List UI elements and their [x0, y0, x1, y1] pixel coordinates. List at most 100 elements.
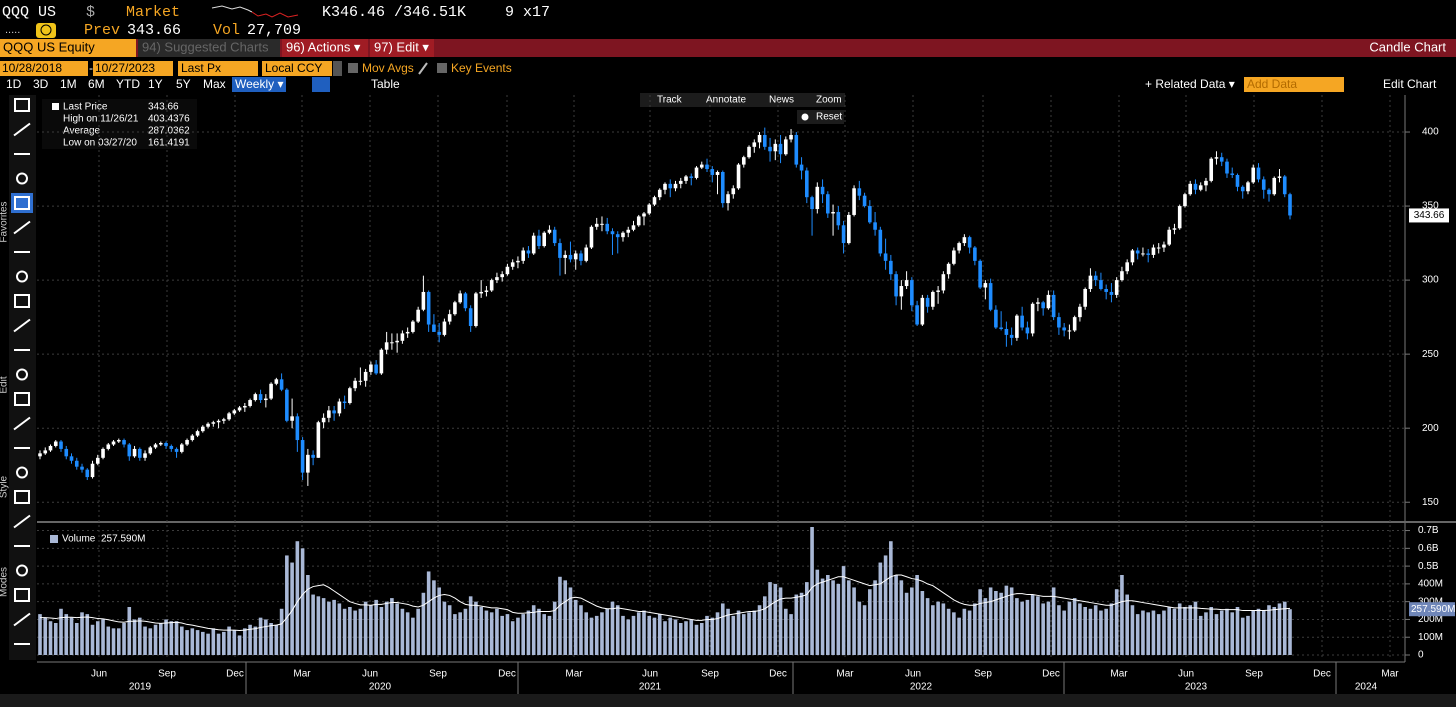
volume-bar [1104, 608, 1108, 655]
candle-body [337, 401, 342, 414]
icon [40, 24, 52, 36]
tool-icon[interactable] [16, 172, 28, 185]
volume-bar [615, 605, 620, 655]
input[interactable] [1244, 77, 1344, 92]
volume-bar [474, 601, 478, 655]
period[interactable]: 1D [6, 77, 22, 91]
tool-icon[interactable] [13, 612, 31, 627]
candle-body [694, 167, 699, 178]
tool-icon[interactable] [14, 392, 30, 406]
candle-body [552, 229, 557, 244]
y-tick-label: 200M [1418, 614, 1443, 625]
tool-icon[interactable] [16, 368, 28, 381]
candle-body [148, 447, 153, 454]
checkbox[interactable] [437, 63, 447, 73]
candle-body [353, 380, 357, 389]
volume-bar [1246, 615, 1250, 655]
tool[interactable]: Annotate [706, 95, 746, 106]
input[interactable] [0, 61, 88, 76]
input[interactable] [262, 61, 332, 76]
candle-body [610, 231, 615, 235]
volume-bar [190, 628, 195, 655]
volume-bar [227, 626, 231, 655]
x-tick-label: Sep [429, 669, 447, 680]
security-box[interactable] [0, 39, 136, 57]
button[interactable] [370, 39, 434, 57]
volume-bar [799, 592, 804, 655]
tool-icon[interactable] [16, 564, 28, 577]
volume-bar [847, 580, 851, 655]
frequency-box[interactable] [232, 77, 286, 92]
candle-body [1267, 189, 1271, 195]
volume-bar [116, 628, 121, 655]
volume-bar [542, 614, 547, 655]
period[interactable]: 3D [33, 77, 49, 91]
edit-chart[interactable]: Edit Chart [1383, 77, 1437, 91]
candle-body [531, 235, 536, 254]
period[interactable]: YTD [116, 77, 140, 91]
period[interactable]: 1M [60, 77, 77, 91]
tool-icon[interactable] [13, 122, 31, 137]
volume-bar [442, 601, 447, 655]
tool[interactable]: News [769, 95, 794, 106]
checkbox[interactable] [348, 63, 358, 73]
candle-body [1282, 176, 1287, 195]
x-tick-label: Dec [1313, 669, 1331, 680]
volume-bar [164, 619, 168, 655]
tool-icon[interactable] [13, 220, 31, 235]
candle-body [95, 457, 100, 464]
candle-body [699, 164, 704, 168]
pencil-icon[interactable] [418, 62, 428, 75]
dropdown[interactable] [333, 61, 342, 76]
currency: $ [86, 4, 95, 21]
volume-bar [783, 608, 788, 655]
legend-label: Last Price [63, 102, 108, 113]
tool-icon[interactable] [16, 270, 28, 283]
tool-icon[interactable] [14, 490, 30, 504]
tool-icon[interactable] [14, 196, 30, 210]
volume-bar [1120, 575, 1124, 655]
tool-icon[interactable] [14, 294, 30, 308]
tool[interactable]: Track [657, 95, 683, 106]
candle-body [332, 410, 336, 414]
tool-icon[interactable] [13, 416, 31, 431]
candle-body [222, 419, 226, 421]
icon[interactable] [312, 77, 330, 92]
volume-bar [946, 608, 951, 655]
volume-bar [342, 608, 347, 655]
button[interactable] [138, 39, 280, 57]
volume-bar [678, 623, 683, 655]
input[interactable] [93, 61, 173, 76]
related-data[interactable]: + Related Data ▾ [1145, 77, 1235, 91]
candle-body [799, 164, 804, 171]
tool-icon[interactable] [16, 466, 28, 479]
tool-icon[interactable] [14, 98, 30, 112]
candle-body [248, 400, 252, 406]
volume-bar [668, 617, 673, 655]
candle-body [127, 444, 132, 457]
tool-icon[interactable] [13, 318, 31, 333]
candle-body [647, 204, 652, 214]
tool-icon[interactable] [14, 588, 30, 602]
volume-bar [757, 605, 762, 655]
candle-body [1256, 167, 1261, 180]
candle-body [1277, 176, 1282, 178]
button[interactable] [282, 39, 368, 57]
period[interactable]: 1Y [148, 77, 163, 91]
period[interactable]: Max [203, 77, 226, 91]
table[interactable]: Table [371, 77, 400, 91]
candle-body [910, 280, 914, 306]
input[interactable] [178, 61, 258, 76]
period[interactable]: 6M [88, 77, 105, 91]
period[interactable]: 5Y [176, 77, 191, 91]
reset-button[interactable] [797, 110, 844, 124]
x-tick-label: Sep [1245, 669, 1263, 680]
y-tick-label: 250 [1422, 349, 1439, 360]
icon[interactable] [36, 23, 56, 38]
tool-icon[interactable] [13, 514, 31, 529]
candle-body [720, 172, 725, 204]
candle-body [269, 383, 273, 399]
candle-body [857, 188, 862, 196]
tool[interactable]: Zoom [816, 95, 842, 106]
candle-body [516, 260, 520, 263]
